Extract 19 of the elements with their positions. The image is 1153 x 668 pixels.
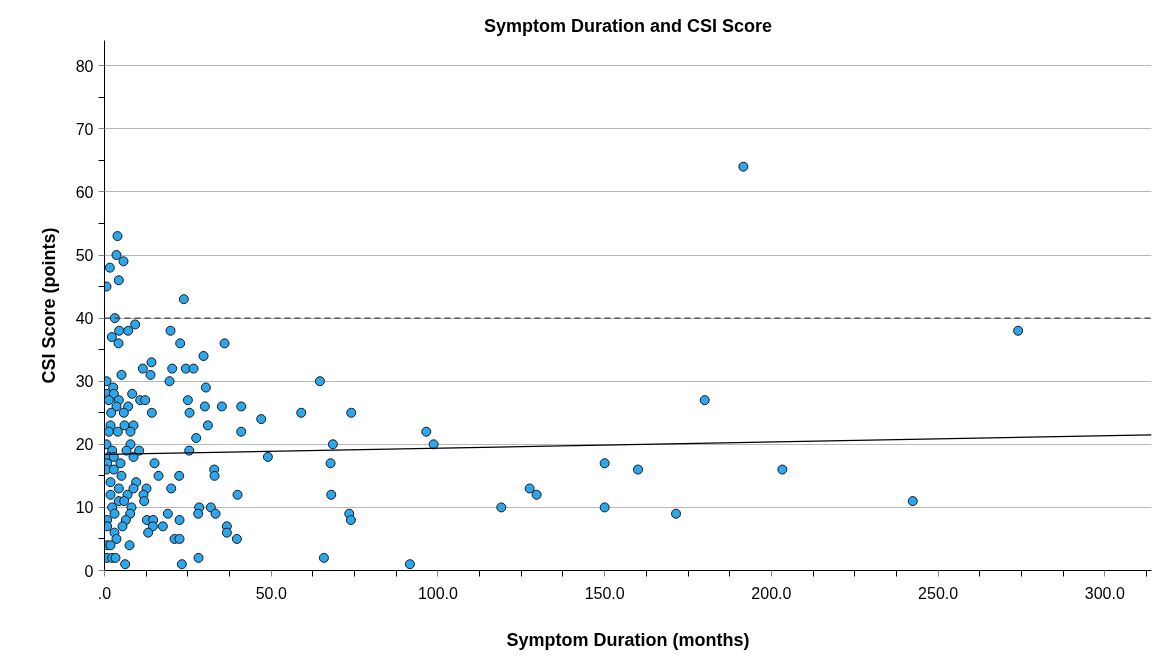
y-tick-label: 70 — [75, 120, 94, 138]
y-tick-label: 40 — [75, 310, 94, 328]
y-tick-label: 50 — [75, 247, 94, 265]
y-tick-label: 0 — [84, 562, 94, 580]
x-axis-title: Symptom Duration (months) — [506, 629, 750, 650]
x-tick-label: 150.0 — [584, 584, 625, 602]
y-tick-label: 20 — [75, 436, 94, 454]
x-tick-label: 200.0 — [751, 584, 792, 602]
y-axis-title: CSI Score (points) — [38, 227, 59, 384]
y-tick-label: 60 — [75, 183, 94, 201]
chart-title: Symptom Duration and CSI Score — [483, 15, 773, 36]
x-tick-label: 300.0 — [1084, 584, 1125, 602]
y-tick-label: 30 — [75, 373, 94, 391]
x-tick-label: 100.0 — [417, 584, 459, 602]
y-tick-label: 80 — [75, 57, 94, 75]
x-tick-label: .0 — [97, 584, 112, 602]
x-tick-label: 250.0 — [918, 584, 959, 602]
y-tick-label: 10 — [75, 499, 94, 517]
x-tick-label: 50.0 — [255, 584, 287, 602]
